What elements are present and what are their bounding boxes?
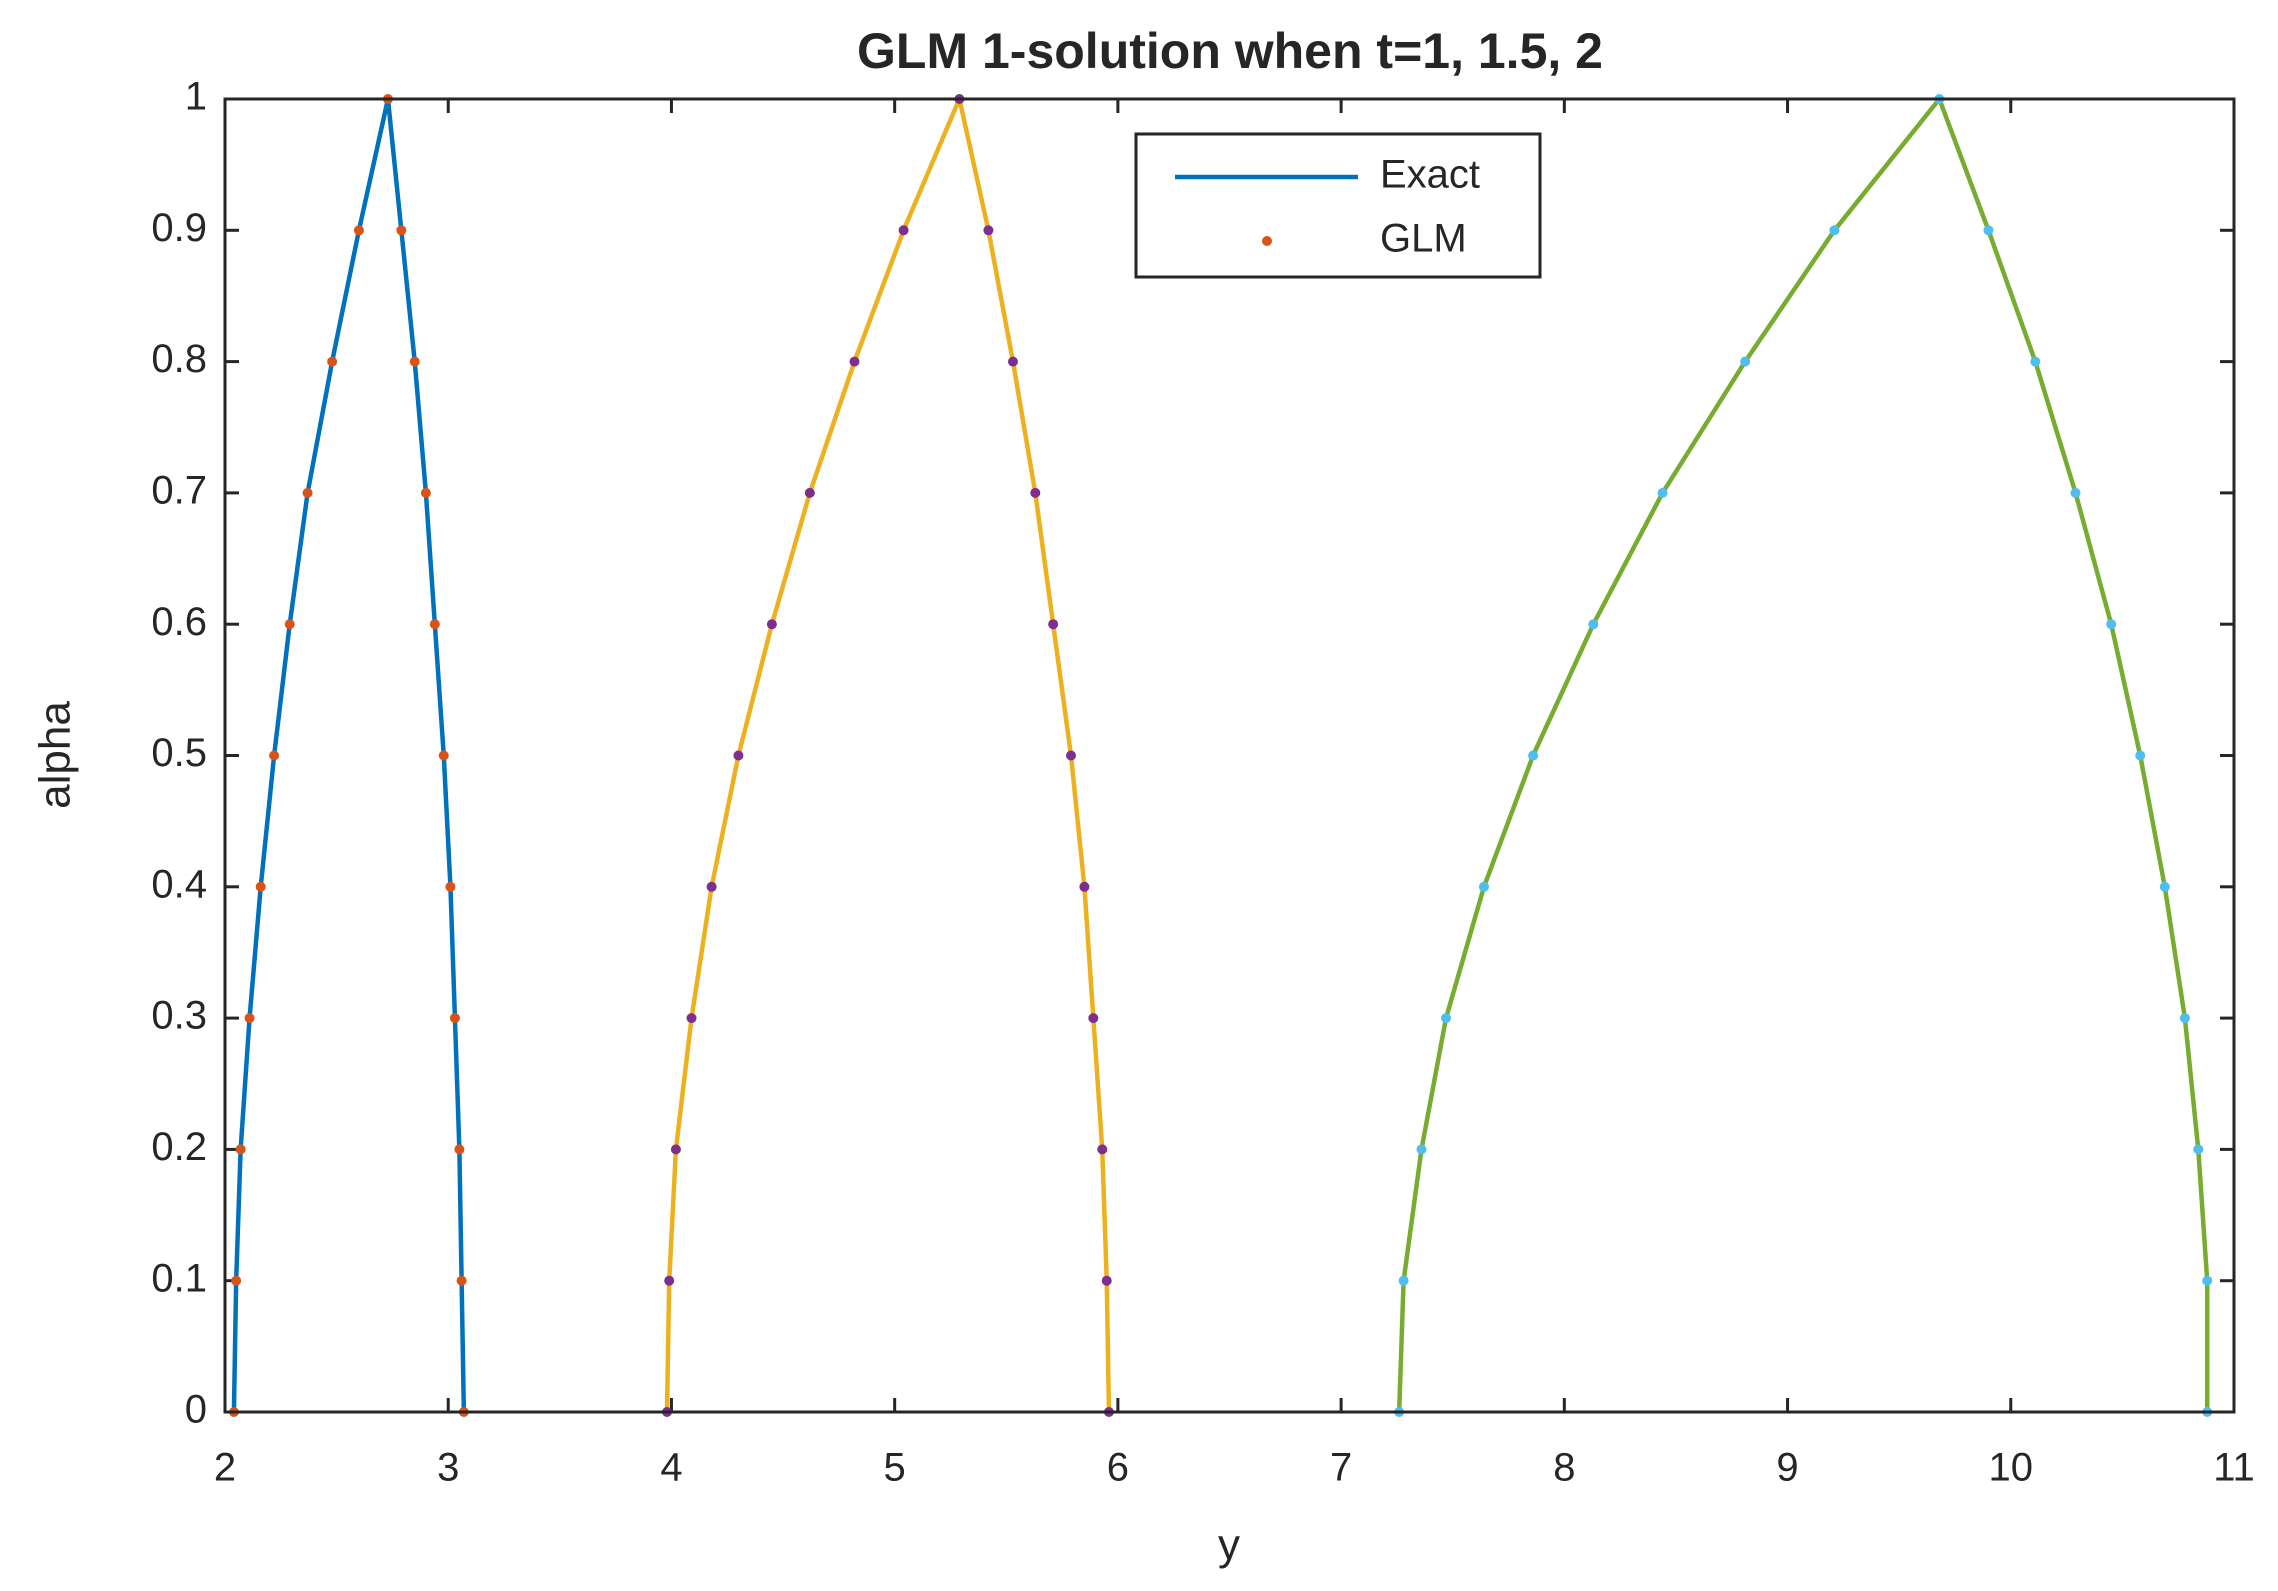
glm-point xyxy=(1416,1144,1427,1155)
glm-point xyxy=(235,1144,246,1155)
y-tick-label: 0.2 xyxy=(151,1125,207,1169)
glm-point xyxy=(1066,750,1077,761)
glm-point xyxy=(983,225,994,236)
glm-point xyxy=(2030,356,2041,367)
glm-point xyxy=(1079,881,1090,892)
legend-label: Exact xyxy=(1380,153,1480,197)
glm-point xyxy=(1829,225,1840,236)
glm-point xyxy=(449,1013,460,1024)
y-tick-label: 0.4 xyxy=(151,862,207,906)
x-tick-label: 9 xyxy=(1776,1446,1798,1490)
glm-point xyxy=(1657,487,1668,498)
glm-point xyxy=(898,225,909,236)
plot-frame xyxy=(223,97,2236,1414)
y-tick-label: 0.3 xyxy=(151,994,207,1038)
glm-point xyxy=(686,1013,697,1024)
exact-line xyxy=(1396,96,2210,1413)
glm-point xyxy=(2106,619,2117,630)
glm-point xyxy=(670,1144,681,1155)
glm-point xyxy=(1048,619,1059,630)
x-tick-label: 6 xyxy=(1107,1446,1129,1490)
glm-point xyxy=(353,225,364,236)
glm-point xyxy=(804,487,815,498)
glm-point xyxy=(420,487,431,498)
y-axis-label: alpha xyxy=(31,701,80,809)
x-tick-label: 10 xyxy=(1989,1446,2034,1490)
glm-point xyxy=(269,750,280,761)
glm-point xyxy=(327,356,338,367)
glm-point xyxy=(429,619,440,630)
glm-point xyxy=(2202,1275,2213,1286)
glm-point xyxy=(1088,1013,1099,1024)
glm-point xyxy=(1007,356,1018,367)
exact-line xyxy=(664,96,1112,1413)
y-tick-label: 0.6 xyxy=(151,600,207,644)
glm-point xyxy=(1740,356,1751,367)
glm-point xyxy=(1478,881,1489,892)
glm-point xyxy=(1030,487,1041,498)
glm-point xyxy=(1441,1013,1452,1024)
glm-point xyxy=(1101,1275,1112,1286)
legend-label: GLM xyxy=(1380,217,1467,261)
glm-point xyxy=(438,750,449,761)
glm-point xyxy=(1528,750,1539,761)
legend-dot xyxy=(1262,236,1272,246)
glm-point xyxy=(733,750,744,761)
glm-point xyxy=(2179,1013,2190,1024)
x-tick-label: 3 xyxy=(437,1446,459,1490)
y-tick-label: 1 xyxy=(185,75,207,119)
y-tick-label: 0.5 xyxy=(151,731,207,775)
glm-point xyxy=(1398,1275,1409,1286)
chart-title: GLM 1-solution when t=1, 1.5, 2 xyxy=(857,23,1603,79)
glm-point xyxy=(2070,487,2081,498)
glm-point xyxy=(244,1013,255,1024)
glm-point xyxy=(409,356,420,367)
y-tick-label: 0.9 xyxy=(151,206,207,250)
glm-point xyxy=(849,356,860,367)
glm-point xyxy=(445,881,456,892)
x-tick-label: 7 xyxy=(1330,1446,1352,1490)
glm-point xyxy=(1588,619,1599,630)
glm-point xyxy=(664,1275,675,1286)
x-tick-label: 5 xyxy=(884,1446,906,1490)
glm-point xyxy=(766,619,777,630)
exact-line xyxy=(231,96,467,1413)
glm-point xyxy=(2193,1144,2204,1155)
glm-point xyxy=(454,1144,465,1155)
glm-point xyxy=(1983,225,1994,236)
glm-point xyxy=(284,619,295,630)
x-axis-label: y xyxy=(1218,1521,1240,1570)
x-tick-label: 4 xyxy=(660,1446,682,1490)
x-tick-label: 2 xyxy=(214,1446,236,1490)
glm-point xyxy=(706,881,717,892)
glm-point xyxy=(231,1275,242,1286)
glm-point xyxy=(255,881,266,892)
glm-point xyxy=(302,487,313,498)
y-tick-label: 0 xyxy=(185,1388,207,1432)
y-tick-label: 0.8 xyxy=(151,337,207,381)
glm-point xyxy=(1097,1144,1108,1155)
legend-box xyxy=(1134,132,1542,279)
x-tick-label: 11 xyxy=(2213,1446,2255,1490)
x-tick-label: 8 xyxy=(1553,1446,1575,1490)
glm-point xyxy=(2159,881,2170,892)
y-tick-label: 0.7 xyxy=(151,468,207,512)
y-tick-label: 0.1 xyxy=(151,1256,207,1300)
glm-point xyxy=(2135,750,2146,761)
glm-point xyxy=(456,1275,467,1286)
glm-point xyxy=(396,225,407,236)
